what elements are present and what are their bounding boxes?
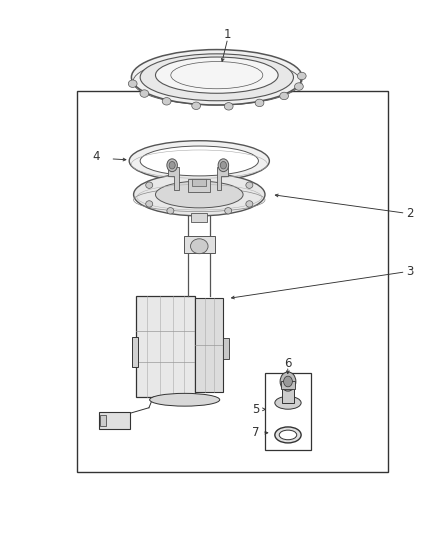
Text: 3: 3 <box>406 265 413 278</box>
Ellipse shape <box>167 207 174 214</box>
Ellipse shape <box>224 102 233 110</box>
Ellipse shape <box>255 99 264 107</box>
Bar <box>77 91 388 472</box>
Ellipse shape <box>294 83 303 90</box>
Text: 2: 2 <box>406 207 413 220</box>
Text: 7: 7 <box>252 426 260 439</box>
Ellipse shape <box>128 80 137 87</box>
Ellipse shape <box>167 159 177 172</box>
Bar <box>265 373 311 450</box>
Ellipse shape <box>191 239 208 254</box>
Ellipse shape <box>129 141 269 181</box>
Bar <box>136 296 195 397</box>
Ellipse shape <box>134 173 265 216</box>
Ellipse shape <box>162 98 171 105</box>
Polygon shape <box>168 167 179 190</box>
Ellipse shape <box>279 430 297 440</box>
Ellipse shape <box>280 92 289 100</box>
Bar <box>282 383 294 403</box>
Bar <box>281 381 295 390</box>
Ellipse shape <box>280 372 296 391</box>
Bar <box>195 298 223 392</box>
Ellipse shape <box>225 207 232 214</box>
Polygon shape <box>217 167 228 190</box>
Bar <box>223 338 229 359</box>
Ellipse shape <box>140 146 258 176</box>
Text: 1: 1 <box>224 28 232 41</box>
Bar <box>99 412 130 429</box>
Bar <box>132 337 138 367</box>
Ellipse shape <box>169 161 175 169</box>
Ellipse shape <box>275 427 301 443</box>
Ellipse shape <box>192 102 201 109</box>
Ellipse shape <box>131 50 302 105</box>
Ellipse shape <box>140 54 293 101</box>
Text: 6: 6 <box>284 357 292 370</box>
Ellipse shape <box>275 397 301 409</box>
Ellipse shape <box>146 201 153 207</box>
Text: 4: 4 <box>92 150 100 163</box>
Bar <box>188 179 210 192</box>
Bar <box>191 213 207 222</box>
Ellipse shape <box>297 72 306 80</box>
Ellipse shape <box>155 57 278 93</box>
Ellipse shape <box>155 181 243 208</box>
Bar <box>192 179 206 186</box>
Ellipse shape <box>146 182 153 188</box>
Ellipse shape <box>220 161 226 169</box>
Ellipse shape <box>246 182 253 188</box>
Text: 5: 5 <box>253 403 260 416</box>
Bar <box>100 415 106 426</box>
Ellipse shape <box>150 393 220 406</box>
Ellipse shape <box>218 159 229 172</box>
Bar <box>184 236 215 253</box>
Ellipse shape <box>140 90 149 98</box>
Ellipse shape <box>246 201 253 207</box>
Ellipse shape <box>284 376 293 387</box>
